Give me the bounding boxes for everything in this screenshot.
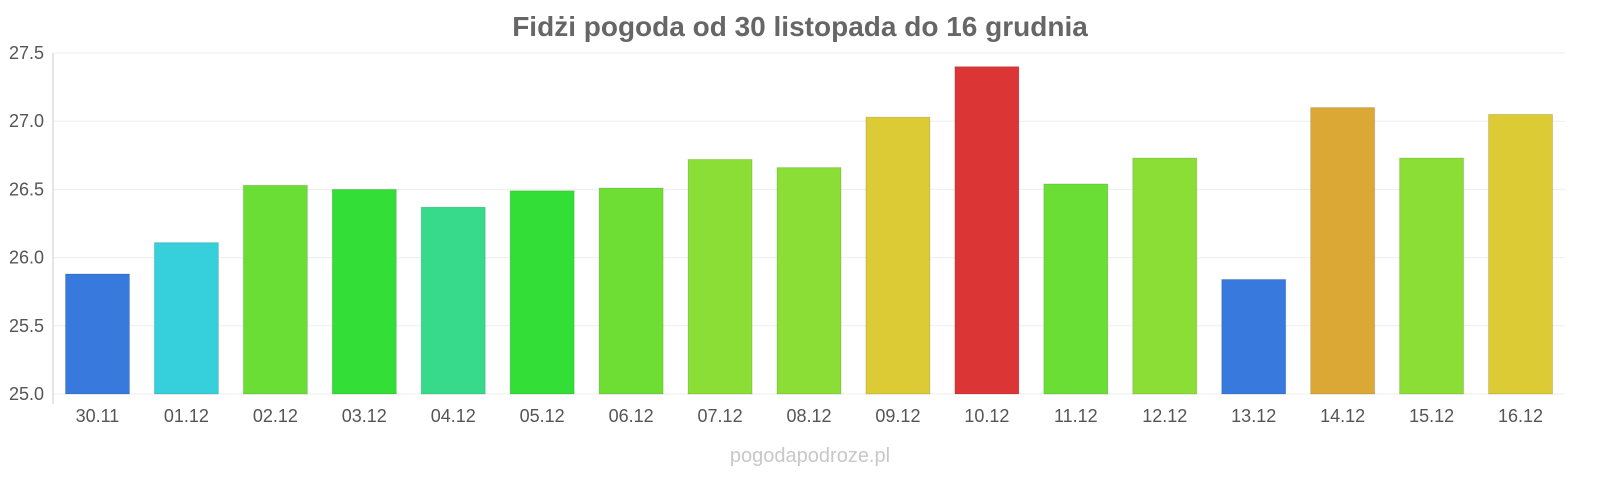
x-tick-label: 11.12 [1054, 406, 1098, 426]
x-tick-label: 06.12 [609, 406, 654, 426]
bar-04.12[interactable] [420, 206, 486, 395]
watermark-text: pogodapodroze.pl [730, 445, 890, 467]
bar-03.12[interactable] [331, 188, 397, 395]
chart-title: Fidżi pogoda od 30 listopada do 16 grudn… [512, 11, 1088, 42]
bar-01.12[interactable] [153, 242, 219, 395]
x-tick-label: 03.12 [342, 406, 387, 426]
y-tick-label: 26.0 [9, 248, 44, 268]
y-tick-label: 25.5 [9, 316, 44, 336]
x-tick-label: 13.12 [1231, 406, 1276, 426]
y-tick-label: 27.0 [9, 111, 44, 131]
bar-14.12[interactable] [1310, 107, 1376, 395]
x-tick-label: 16.12 [1498, 406, 1543, 426]
x-tick-label: 30.11 [76, 406, 120, 426]
bar-08.12[interactable] [776, 167, 842, 395]
x-tick-label: 05.12 [520, 406, 565, 426]
bar-13.12[interactable] [1221, 278, 1287, 395]
y-axis-ticks: 25.0 25.5 26.0 26.5 27.0 27.5 [9, 43, 44, 404]
x-tick-label: 10.12 [964, 406, 1009, 426]
x-tick-label: 08.12 [786, 406, 831, 426]
x-tick-label: 02.12 [253, 406, 298, 426]
bar-06.12[interactable] [598, 187, 664, 395]
bar-30.11[interactable] [64, 273, 130, 395]
bar-07.12[interactable] [687, 158, 753, 395]
x-tick-label: 14.12 [1320, 406, 1365, 426]
y-tick-label: 25.0 [9, 384, 44, 404]
bar-02.12[interactable] [242, 184, 308, 395]
bar-12.12[interactable] [1132, 157, 1198, 395]
y-tick-label: 27.5 [9, 43, 44, 63]
x-tick-label: 09.12 [875, 406, 920, 426]
y-tick-label: 26.5 [9, 179, 44, 199]
bar-16.12[interactable] [1488, 113, 1554, 395]
x-tick-label: 15.12 [1409, 406, 1454, 426]
bar-15.12[interactable] [1399, 157, 1465, 395]
bar-10.12[interactable] [954, 66, 1020, 395]
x-tick-label: 12.12 [1142, 406, 1187, 426]
bar-11.12[interactable] [1043, 183, 1109, 395]
bar-09.12[interactable] [865, 116, 931, 395]
x-tick-label: 01.12 [164, 406, 209, 426]
bars [64, 66, 1554, 395]
x-tick-label: 07.12 [698, 406, 743, 426]
x-tick-label: 04.12 [431, 406, 476, 426]
bar-05.12[interactable] [509, 190, 575, 395]
x-axis-ticks: 30.11 01.12 02.12 03.12 04.12 05.12 06.12 07.12… [76, 406, 1543, 426]
